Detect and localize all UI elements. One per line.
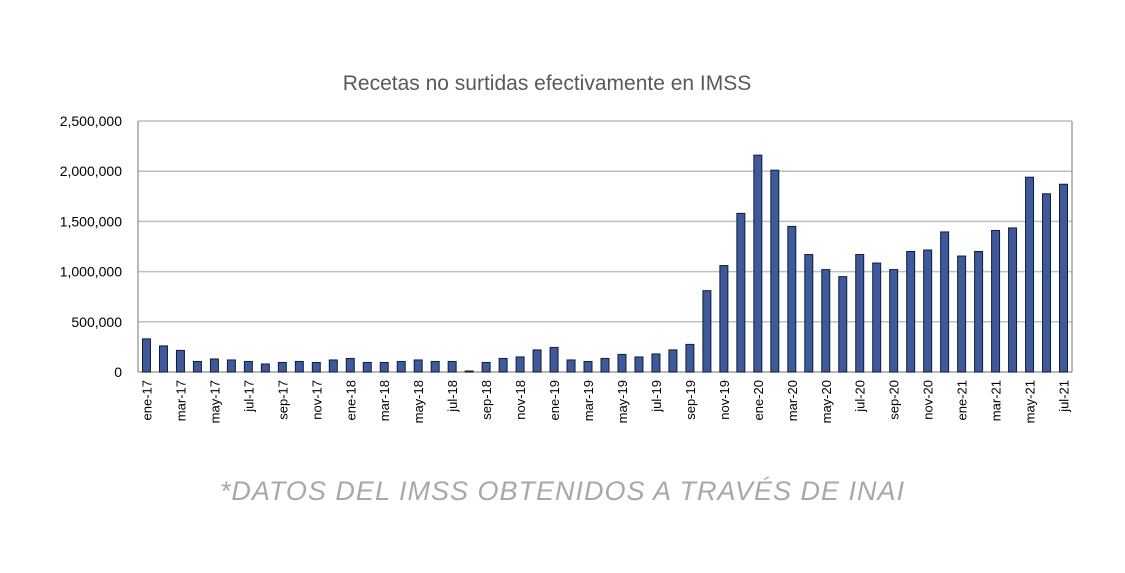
bar-mar-19 xyxy=(583,360,593,373)
bar-may-17 xyxy=(209,358,219,373)
x-tick-label: ene-17 xyxy=(139,380,154,420)
bar-ago-17 xyxy=(260,363,270,373)
bar-jun-21 xyxy=(1042,193,1052,373)
bar-dic-19 xyxy=(736,212,746,373)
bar-ene-17 xyxy=(142,338,151,373)
chart: Recetas no surtidas efectivamente en IMS… xyxy=(60,72,1073,423)
bar-mar-18 xyxy=(379,361,389,373)
x-tick-label: ene-19 xyxy=(547,380,562,420)
bar-jun-18 xyxy=(430,360,440,373)
bar-may-20 xyxy=(821,269,831,373)
bar-nov-18 xyxy=(515,356,525,373)
y-tick-label: 2,500,000 xyxy=(60,113,122,129)
bar-dic-18 xyxy=(532,349,542,373)
bar-abr-21 xyxy=(1008,227,1018,373)
bar-feb-18 xyxy=(362,361,372,373)
bar-oct-17 xyxy=(294,360,304,373)
bar-jun-20 xyxy=(838,276,848,373)
bar-nov-20 xyxy=(923,249,933,373)
x-tick-label: may-21 xyxy=(1023,380,1038,423)
x-tick-label: may-20 xyxy=(819,380,834,423)
bar-may-21 xyxy=(1025,176,1035,373)
bar-may-19 xyxy=(617,353,627,373)
x-tick-label: mar-20 xyxy=(785,380,800,421)
x-tick-label: sep-20 xyxy=(887,380,902,420)
y-tick-label: 1,000,000 xyxy=(60,264,122,280)
bar-jul-21 xyxy=(1059,183,1068,373)
x-axis-ticks: ene-17 mar-17 may-17 jul-17 sep-17 nov-17 ene-… xyxy=(139,380,1071,423)
bar-sep-17 xyxy=(277,361,287,373)
x-tick-label: mar-21 xyxy=(989,380,1004,421)
x-tick-label: may-17 xyxy=(207,380,222,423)
bar-ago-20 xyxy=(872,262,882,373)
bar-jul-17 xyxy=(243,360,253,373)
bar-feb-17 xyxy=(158,345,168,373)
bar-feb-20 xyxy=(770,169,780,373)
bar-may-18 xyxy=(413,359,423,373)
bar-oct-18 xyxy=(498,357,508,373)
bar-mar-17 xyxy=(175,349,185,373)
bar-nov-17 xyxy=(311,361,321,373)
bar-ago-18 xyxy=(464,370,474,373)
bar-sep-18 xyxy=(481,361,491,373)
bar-oct-19 xyxy=(702,290,712,373)
bar-nov-19 xyxy=(719,265,729,373)
bar-jun-19 xyxy=(634,356,644,373)
bar-mar-20 xyxy=(787,225,797,373)
bar-ago-19 xyxy=(668,349,678,373)
x-tick-label: ene-21 xyxy=(955,380,970,420)
bar-dic-20 xyxy=(940,231,950,373)
bar-ene-21 xyxy=(957,255,967,373)
y-tick-label: 1,500,000 xyxy=(60,213,122,229)
bar-mar-21 xyxy=(991,229,1001,373)
x-tick-label: jul-17 xyxy=(241,380,256,413)
gridlines xyxy=(137,120,1073,373)
y-tick-label: 500,000 xyxy=(71,314,122,330)
bar-jul-18 xyxy=(447,360,457,373)
x-tick-label: mar-18 xyxy=(377,380,392,421)
x-tick-label: nov-20 xyxy=(921,380,936,420)
bar-ene-18 xyxy=(345,357,355,373)
bar-jul-20 xyxy=(855,254,865,373)
bar-dic-17 xyxy=(328,359,338,373)
x-tick-label: ene-18 xyxy=(343,380,358,420)
x-tick-label: nov-18 xyxy=(513,380,528,420)
x-tick-label: sep-17 xyxy=(275,380,290,420)
x-tick-label: sep-18 xyxy=(479,380,494,420)
x-tick-label: ene-20 xyxy=(751,380,766,420)
x-tick-label: jul-21 xyxy=(1057,380,1072,413)
bar-sep-20 xyxy=(889,269,899,373)
y-axis-ticks: 0 500,000 1,000,000 1,500,000 2,000,000 2,500… xyxy=(60,113,123,380)
bar-ene-19 xyxy=(549,346,559,373)
x-tick-label: may-19 xyxy=(615,380,630,423)
bars xyxy=(142,154,1068,373)
bar-oct-20 xyxy=(906,251,916,373)
bar-chart-svg: Recetas no surtidas efectivamente en IMS… xyxy=(60,72,1073,423)
bar-abr-20 xyxy=(804,254,814,373)
x-tick-label: jul-18 xyxy=(445,380,460,413)
x-tick-label: mar-19 xyxy=(581,380,596,421)
x-tick-label: jul-19 xyxy=(649,380,664,413)
y-tick-label: 0 xyxy=(114,364,122,380)
x-tick-label: nov-19 xyxy=(717,380,732,420)
bar-feb-21 xyxy=(974,251,984,373)
bar-feb-19 xyxy=(566,359,576,373)
bar-abr-17 xyxy=(192,360,202,373)
bar-abr-19 xyxy=(600,357,610,373)
x-tick-label: nov-17 xyxy=(309,380,324,420)
bar-abr-18 xyxy=(396,360,406,373)
y-tick-label: 2,000,000 xyxy=(60,163,122,179)
source-footnote: *DATOS DEL IMSS OBTENIDOS A TRAVÉS DE IN… xyxy=(219,476,906,506)
x-tick-label: jul-20 xyxy=(853,380,868,413)
bar-sep-19 xyxy=(685,343,695,373)
chart-title: Recetas no surtidas efectivamente en IMS… xyxy=(343,72,752,95)
x-tick-label: sep-19 xyxy=(683,380,698,420)
bar-ene-20 xyxy=(753,154,763,373)
x-tick-label: mar-17 xyxy=(173,380,188,421)
x-tick-label: may-18 xyxy=(411,380,426,423)
bar-jul-19 xyxy=(651,353,661,373)
bar-jun-17 xyxy=(226,359,236,373)
